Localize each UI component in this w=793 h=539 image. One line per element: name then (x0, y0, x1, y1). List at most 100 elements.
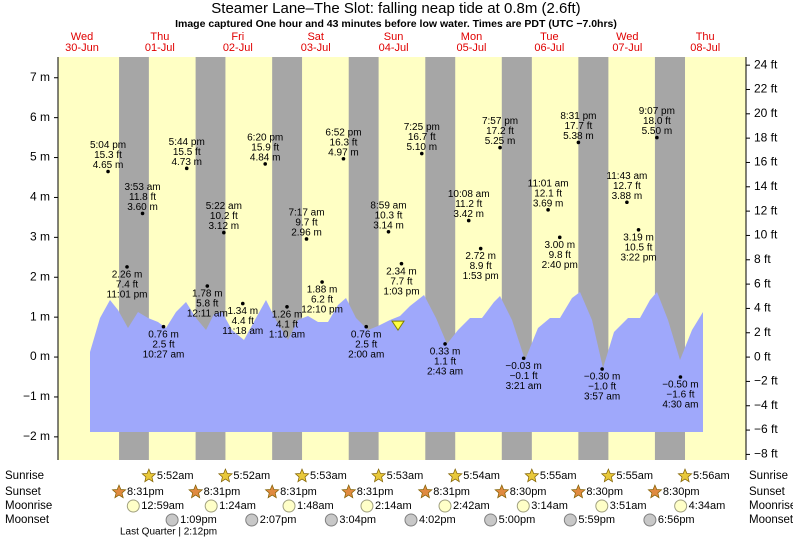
y2-tick-label: 18 ft (754, 130, 778, 144)
extreme-label: 1.88 m (307, 285, 338, 296)
day-date: 05-Jul (457, 42, 487, 54)
y-tick-label: −2 m (23, 429, 50, 443)
row-label: Moonrise (749, 500, 793, 512)
moonrise-time: 3:14am (531, 500, 568, 512)
moonset-time: 4:02pm (419, 514, 456, 526)
day-date: 30-Jun (65, 42, 99, 54)
extreme-label: −1.6 ft (666, 390, 694, 401)
row-label: Sunset (5, 486, 42, 498)
sunset-icon (188, 484, 204, 499)
moonrise-icon (674, 499, 688, 513)
extreme-dot (304, 237, 309, 241)
day-weekday: Wed (616, 31, 638, 43)
extreme-label: 1:03 pm (383, 286, 419, 297)
moonrise-time: 2:14am (375, 500, 412, 512)
extreme-dot (498, 145, 502, 150)
y2-tick-label: −8 ft (754, 447, 778, 461)
row-label: Moonset (749, 514, 793, 526)
extreme-label: 1.26 m (272, 309, 303, 320)
y2-tick-label: 16 ft (754, 155, 778, 169)
moonrise-time: 2:42am (453, 500, 490, 512)
extreme-label: 10.5 ft (625, 242, 653, 253)
extreme-label: 5:22 am (206, 201, 242, 212)
extreme-dot (320, 280, 324, 284)
extreme-label: 3.69 m (533, 198, 564, 209)
day-date: 07-Jul (612, 42, 642, 54)
extreme-label: 11.8 ft (129, 192, 156, 203)
extreme-label: 3:22 pm (620, 252, 656, 263)
y2-tick-label: −6 ft (754, 422, 778, 436)
extreme-label: 8:31 pm (560, 111, 596, 122)
sunset-icon (341, 484, 357, 499)
y-tick-label: 6 m (30, 110, 50, 124)
y2-tick-label: 2 ft (754, 325, 771, 339)
day-weekday: Wed (71, 31, 93, 43)
extreme-label: 2.72 m (465, 251, 496, 262)
day-date: 04-Jul (379, 42, 409, 54)
extreme-label: 5:04 pm (90, 140, 126, 151)
extreme-label: 17.2 ft (486, 126, 514, 137)
sunset-icon (264, 484, 280, 499)
extreme-label: 2:40 pm (542, 260, 578, 271)
moonrise-icon (204, 499, 218, 513)
extreme-label: 5.8 ft (196, 299, 218, 310)
extreme-label: 10.2 ft (210, 211, 238, 222)
extreme-label: 12.1 ft (534, 188, 562, 199)
moonrise-time: 12:59am (141, 500, 184, 512)
sunrise-icon (524, 468, 540, 483)
extreme-label: 4:30 am (662, 400, 698, 411)
sunrise-time: 5:55am (540, 470, 577, 482)
extreme-dot (625, 200, 629, 205)
moonrise-icon (360, 499, 374, 513)
sunrise-time: 5:52am (233, 470, 270, 482)
extreme-label: 6.2 ft (311, 295, 333, 306)
extreme-dot (222, 230, 226, 235)
extreme-label: 6:20 pm (247, 133, 283, 144)
y-tick-label: 0 m (30, 349, 50, 363)
extreme-label: 11:01 am (528, 178, 569, 189)
y2-tick-label: 6 ft (754, 276, 771, 290)
moonrise-time: 4:34am (689, 500, 726, 512)
extreme-label: 4.73 m (171, 157, 202, 168)
moonrise-time: 3:51am (610, 500, 647, 512)
extreme-dot (636, 227, 641, 232)
sunrise-icon (217, 468, 233, 483)
y2-tick-label: 14 ft (754, 179, 778, 193)
moonrise-icon (126, 499, 140, 513)
extreme-label: 2:00 am (348, 349, 384, 360)
day-weekday: Sat (307, 31, 324, 43)
extreme-label: 11:43 am (606, 171, 647, 182)
sunrise-icon (600, 468, 616, 483)
extreme-label: 4.84 m (250, 153, 281, 164)
extreme-dot (678, 375, 683, 379)
chart-subtitle: Image captured One hour and 43 minutes b… (175, 18, 617, 30)
extreme-label: 3:53 am (124, 182, 160, 193)
sunrise-icon (677, 468, 693, 483)
day-date: 03-Jul (301, 42, 331, 54)
extreme-dot (140, 211, 145, 216)
sunrise-time: 5:56am (693, 470, 730, 482)
row-label: Moonset (5, 514, 50, 526)
extreme-label: 8.9 ft (470, 261, 492, 272)
sunset-time: 8:30pm (663, 486, 700, 498)
extreme-label: 1:53 pm (463, 271, 499, 282)
row-label: Moonrise (5, 500, 52, 512)
moonrise-icon (438, 499, 452, 513)
moonset-time: 1:09pm (180, 514, 217, 526)
extreme-label: 3.14 m (373, 220, 404, 231)
extreme-label: 12:10 pm (301, 305, 343, 316)
chart-title: Steamer Lane–The Slot: falling neap tide… (211, 0, 580, 17)
moonset-time: 5:00pm (499, 514, 536, 526)
sunrise-icon (447, 468, 463, 483)
extreme-label: 1.78 m (192, 289, 223, 300)
y2-tick-label: 10 ft (754, 228, 778, 242)
extreme-label: 1.1 ft (434, 357, 456, 368)
extreme-label: 0.76 m (351, 329, 382, 340)
sunset-icon (494, 484, 510, 499)
row-label: Sunrise (5, 470, 44, 482)
day-date: 02-Jul (223, 42, 253, 54)
extreme-label: 6:52 pm (325, 127, 361, 138)
extreme-label: 2.26 m (112, 270, 143, 281)
extreme-label: 4.65 m (93, 160, 124, 171)
